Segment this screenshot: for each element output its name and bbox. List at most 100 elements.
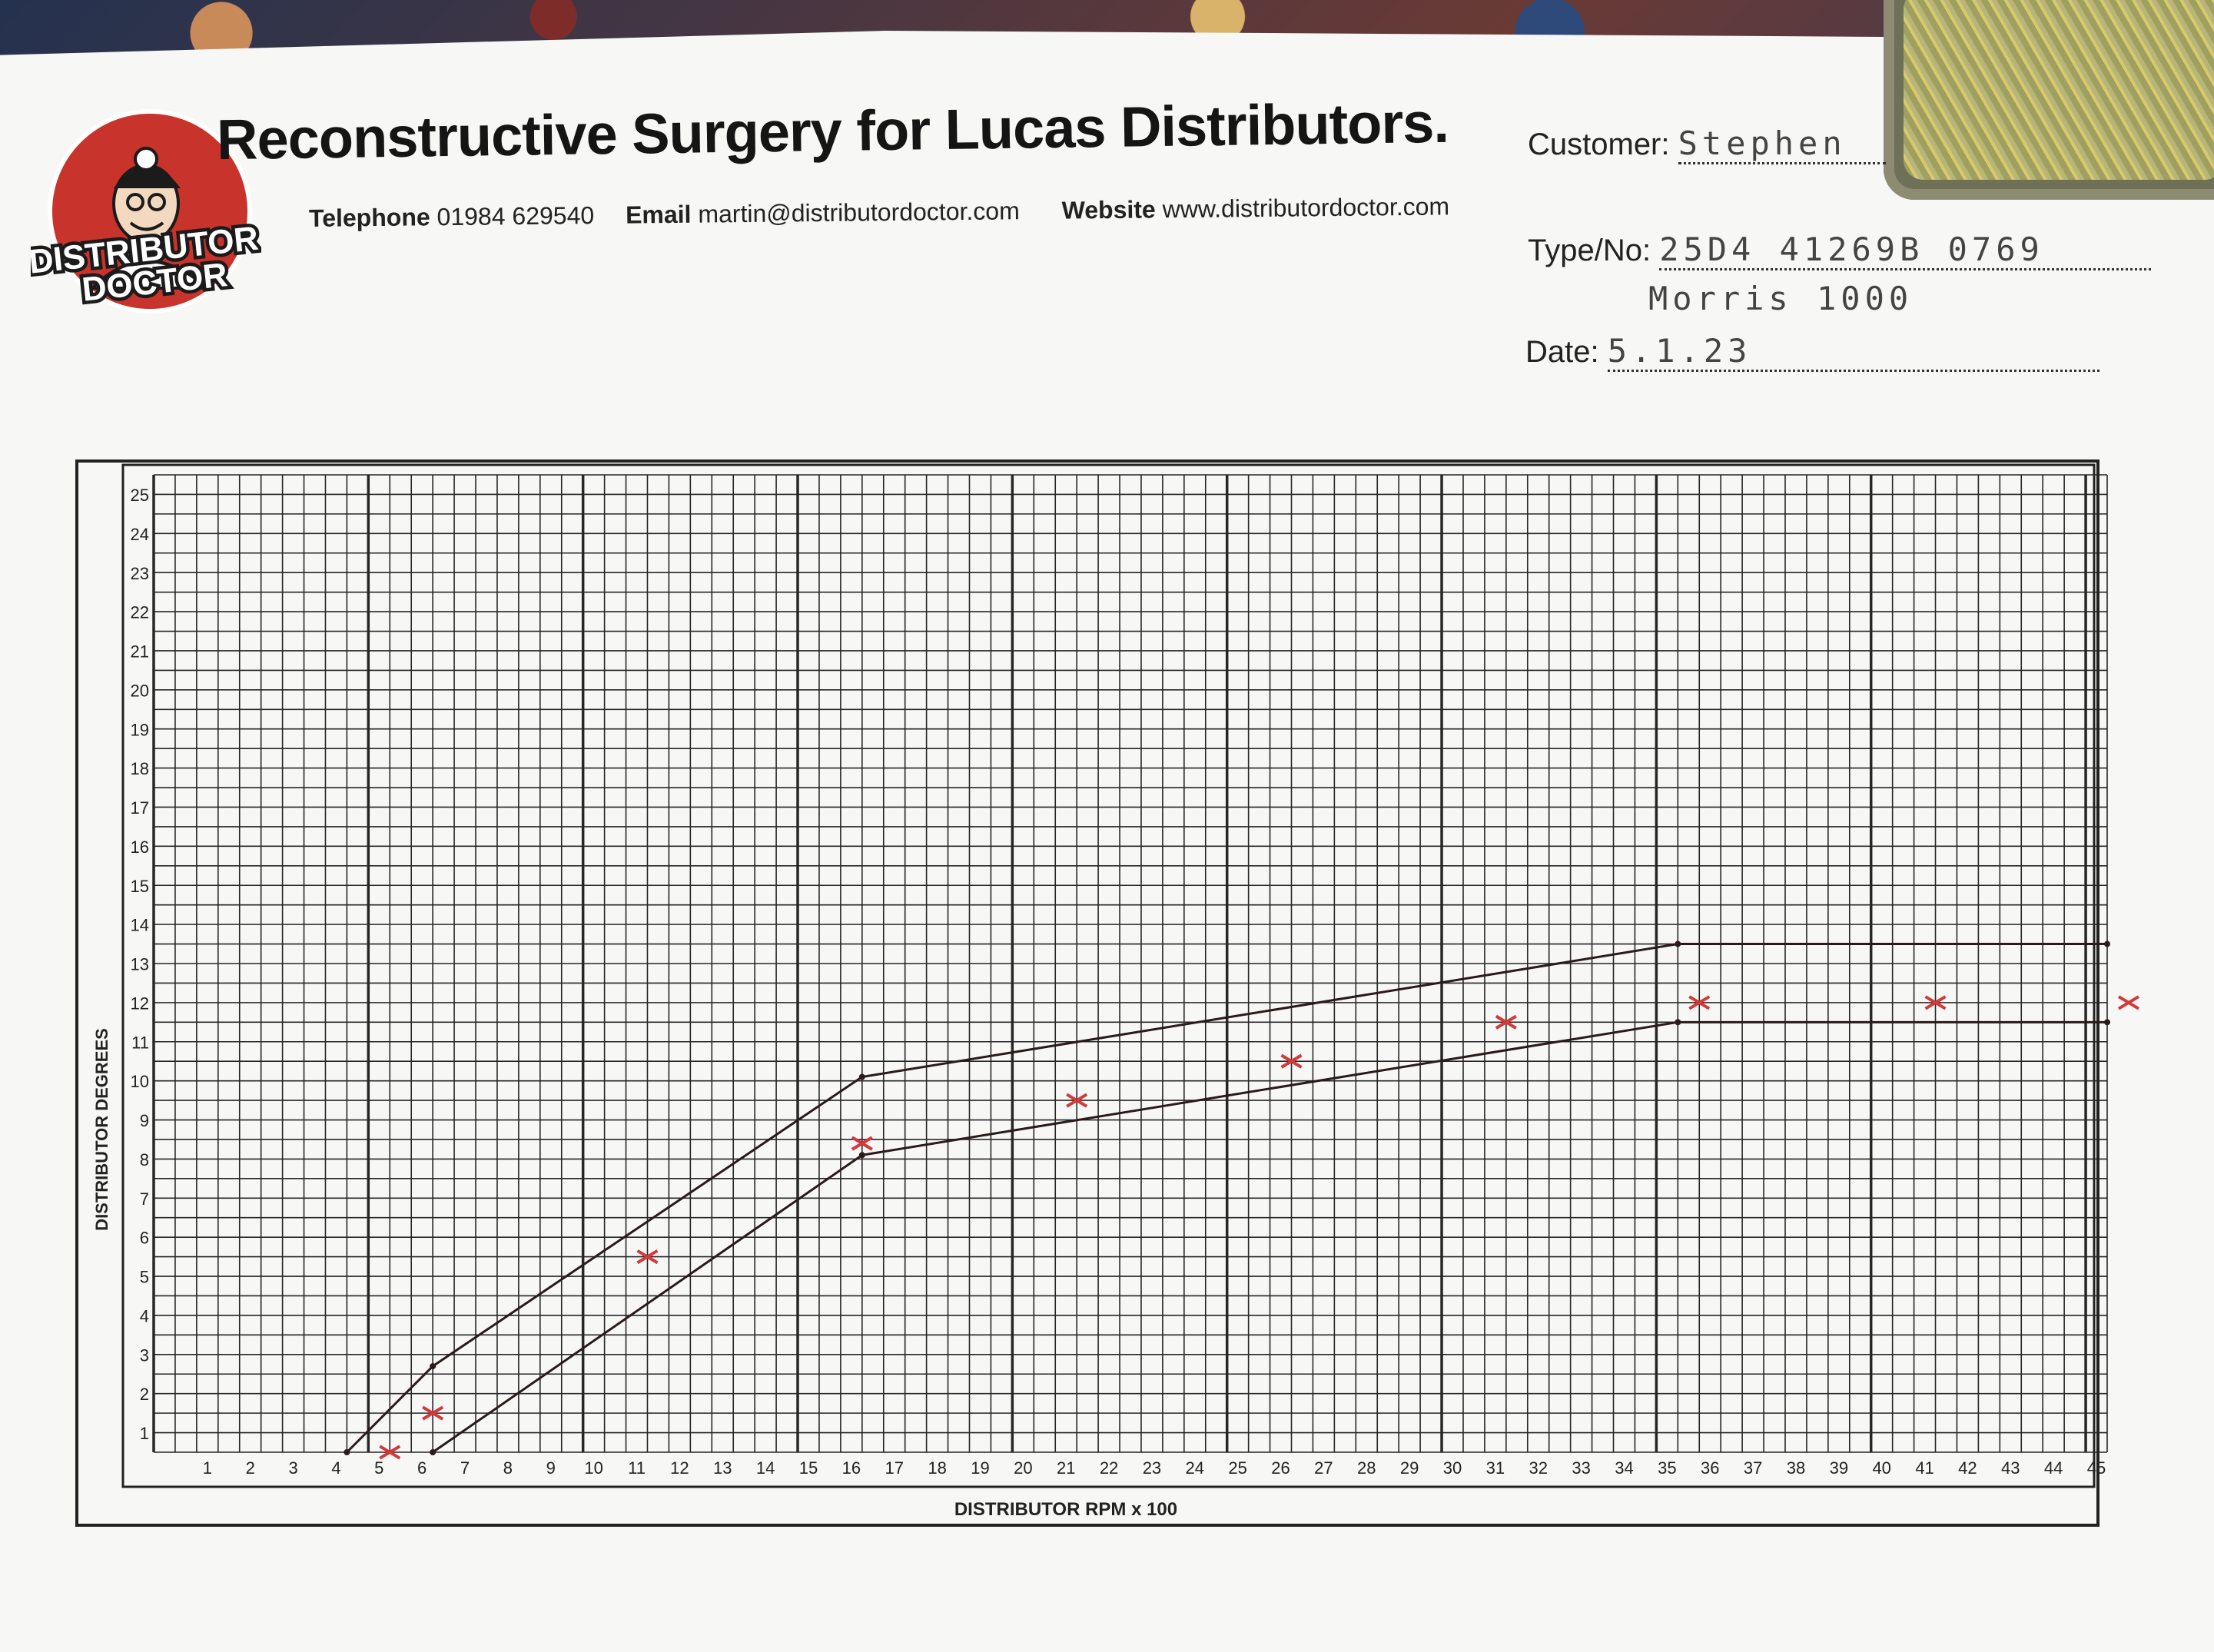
x-tick-label: 22	[1100, 1458, 1118, 1478]
y-tick-label: 21	[131, 642, 149, 662]
y-tick-label: 22	[131, 603, 149, 622]
customer-value: Stephen	[1678, 124, 1886, 164]
chart-grid	[152, 474, 2108, 1453]
x-tick-label: 20	[1014, 1458, 1032, 1478]
chart-outer-frame	[75, 459, 2099, 1527]
y-tick-label: 4	[140, 1306, 149, 1325]
y-tick-label: 9	[140, 1111, 149, 1130]
curve-point	[2104, 1019, 2110, 1026]
y-tick-label: 2	[140, 1385, 149, 1404]
x-tick-label: 14	[756, 1458, 775, 1478]
y-tick-label: 18	[131, 759, 149, 778]
x-tick-label: 37	[1744, 1458, 1762, 1478]
x-tick-label: 19	[971, 1458, 989, 1478]
x-tick-label: 10	[584, 1458, 602, 1478]
type-label: Type/No:	[1528, 234, 1651, 267]
x-tick-label: 17	[885, 1458, 903, 1478]
measured-point-cross	[1688, 995, 1711, 1010]
y-tick-label: 10	[131, 1072, 149, 1091]
chart-series	[344, 940, 2139, 1460]
y-tick-label: 13	[131, 955, 149, 974]
measured-point-cross	[1924, 995, 1947, 1010]
x-tick-label: 42	[1958, 1458, 1977, 1478]
x-tick-label: 18	[928, 1458, 946, 1478]
curve-point	[858, 1073, 865, 1080]
y-tick-label: 5	[140, 1268, 149, 1287]
measured-point-cross	[1066, 1093, 1088, 1108]
curve-point	[2104, 940, 2110, 947]
x-tick-label: 2	[246, 1458, 255, 1478]
curve-point	[430, 1363, 436, 1370]
x-tick-label: 31	[1486, 1458, 1505, 1478]
customer-field: Customer: Stephen	[1528, 124, 1886, 164]
x-tick-label: 9	[546, 1458, 556, 1478]
x-tick-label: 15	[799, 1458, 818, 1478]
x-tick-label: 4	[331, 1458, 340, 1478]
y-tick-labels: 1234567891011121314151617181920212223242…	[131, 486, 149, 1443]
curve-point	[1675, 940, 1681, 947]
y-tick-label: 7	[140, 1189, 149, 1209]
x-tick-label: 3	[288, 1458, 297, 1478]
curve-point	[430, 1449, 436, 1455]
x-tick-label: 16	[842, 1458, 861, 1478]
x-tick-label: 13	[713, 1458, 732, 1478]
y-tick-label: 8	[140, 1150, 149, 1169]
x-tick-label: 12	[670, 1458, 689, 1478]
x-tick-label: 29	[1400, 1458, 1419, 1478]
y-tick-label: 14	[131, 916, 149, 935]
x-tick-label: 25	[1228, 1458, 1246, 1478]
x-tick-label: 27	[1314, 1458, 1333, 1478]
x-tick-label: 28	[1357, 1458, 1376, 1478]
curve-point	[344, 1449, 350, 1455]
x-axis-label: DISTRIBUTOR RPM x 100	[954, 1499, 1177, 1520]
curve-point	[1675, 1019, 1681, 1026]
measured-point-cross	[851, 1136, 873, 1151]
x-tick-label: 33	[1572, 1458, 1590, 1478]
distributor-doctor-logo: DISTRIBUTOR DOCTOR	[31, 109, 261, 313]
x-tick-label: 21	[1057, 1458, 1075, 1478]
customer-label: Customer:	[1528, 128, 1670, 161]
y-tick-label: 15	[131, 877, 149, 896]
chart-inner-frame	[121, 463, 2096, 1488]
measured-point-cross	[636, 1249, 659, 1265]
y-tick-label: 1	[140, 1424, 149, 1443]
x-tick-label: 41	[1915, 1458, 1934, 1478]
measured-point-cross	[2117, 995, 2139, 1010]
y-tick-label: 20	[131, 681, 149, 700]
type-value-line2: Morris 1000	[1648, 280, 1914, 317]
x-tick-label: 5	[374, 1458, 383, 1478]
x-tick-label: 6	[417, 1458, 427, 1478]
x-tick-label: 34	[1615, 1458, 1633, 1478]
measured-point-cross	[1495, 1014, 1517, 1030]
curve-point	[858, 1152, 865, 1159]
x-tick-label: 1	[203, 1458, 212, 1478]
y-tick-label: 17	[131, 798, 149, 818]
y-tick-label: 19	[131, 720, 149, 739]
x-tick-label: 36	[1701, 1458, 1719, 1478]
advance-curve-line	[432, 1020, 2107, 1454]
x-tick-label: 43	[2001, 1458, 2020, 1478]
x-tick-label: 35	[1658, 1458, 1676, 1478]
x-tick-label: 26	[1271, 1458, 1290, 1478]
y-tick-label: 11	[131, 1033, 149, 1052]
x-tick-label: 30	[1443, 1458, 1462, 1478]
date-field: Date: 5.1.23	[1525, 332, 2099, 372]
coaster	[1884, 0, 2214, 200]
x-tick-label: 23	[1143, 1458, 1161, 1478]
x-tick-label: 39	[1830, 1458, 1848, 1478]
measured-point-cross	[379, 1445, 401, 1460]
x-tick-label: 44	[2044, 1458, 2063, 1478]
date-value: 5.1.23	[1607, 332, 2099, 372]
y-axis-label: DISTRIBUTOR DEGREES	[92, 1028, 111, 1231]
x-tick-label: 8	[503, 1458, 513, 1478]
x-tick-label: 11	[628, 1458, 646, 1478]
measured-point-cross	[1280, 1053, 1303, 1069]
x-tick-label: 24	[1186, 1458, 1204, 1478]
x-tick-label: 45	[2087, 1458, 2106, 1478]
date-label: Date:	[1525, 335, 1599, 369]
x-tick-label: 32	[1529, 1458, 1548, 1478]
x-tick-label: 38	[1787, 1458, 1805, 1478]
y-tick-label: 25	[131, 486, 149, 505]
y-tick-label: 3	[140, 1345, 149, 1365]
